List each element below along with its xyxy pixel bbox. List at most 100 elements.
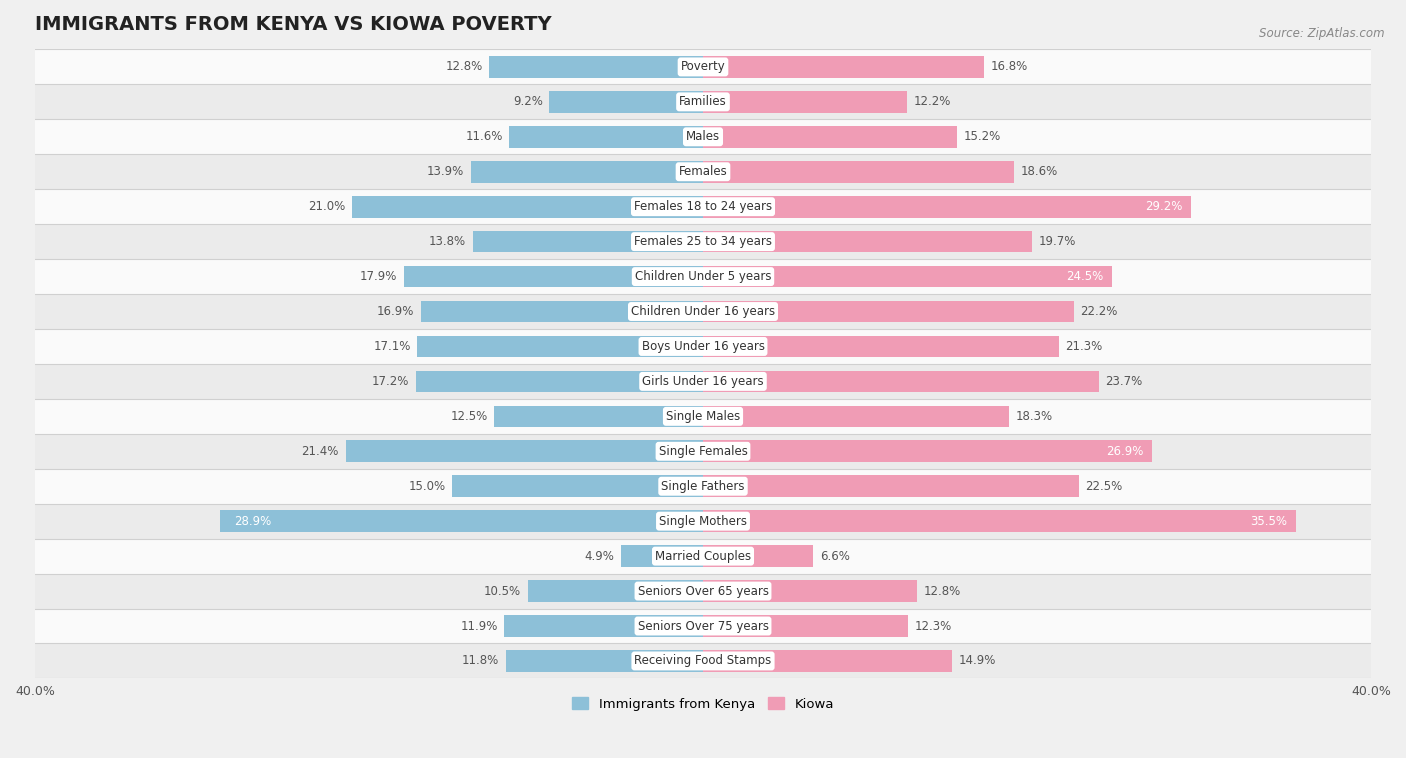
Text: 26.9%: 26.9%: [1107, 445, 1144, 458]
Text: Single Fathers: Single Fathers: [661, 480, 745, 493]
Text: Receiving Food Stamps: Receiving Food Stamps: [634, 654, 772, 668]
Text: 12.3%: 12.3%: [915, 619, 952, 632]
Bar: [471, 161, 703, 183]
Text: 18.3%: 18.3%: [1015, 410, 1053, 423]
Bar: [703, 475, 1078, 497]
Bar: [35, 539, 1371, 574]
Bar: [703, 545, 813, 567]
Bar: [489, 56, 703, 78]
Bar: [703, 615, 908, 637]
Bar: [453, 475, 703, 497]
Text: 16.9%: 16.9%: [377, 305, 413, 318]
Bar: [35, 224, 1371, 259]
Text: IMMIGRANTS FROM KENYA VS KIOWA POVERTY: IMMIGRANTS FROM KENYA VS KIOWA POVERTY: [35, 15, 551, 34]
Bar: [550, 91, 703, 113]
Bar: [505, 615, 703, 637]
Bar: [703, 230, 1032, 252]
Text: 24.5%: 24.5%: [1067, 270, 1104, 283]
Text: Females: Females: [679, 165, 727, 178]
Bar: [703, 126, 957, 148]
Text: 21.3%: 21.3%: [1066, 340, 1102, 353]
Text: 17.1%: 17.1%: [374, 340, 411, 353]
Text: 35.5%: 35.5%: [1250, 515, 1288, 528]
Text: 21.0%: 21.0%: [308, 200, 346, 213]
Bar: [495, 406, 703, 428]
Bar: [353, 196, 703, 218]
Text: 17.9%: 17.9%: [360, 270, 398, 283]
Text: 11.9%: 11.9%: [460, 619, 498, 632]
Text: Source: ZipAtlas.com: Source: ZipAtlas.com: [1260, 27, 1385, 39]
Bar: [703, 650, 952, 672]
Text: Children Under 5 years: Children Under 5 years: [634, 270, 772, 283]
Text: Boys Under 16 years: Boys Under 16 years: [641, 340, 765, 353]
Text: Children Under 16 years: Children Under 16 years: [631, 305, 775, 318]
Legend: Immigrants from Kenya, Kiowa: Immigrants from Kenya, Kiowa: [567, 692, 839, 716]
Text: 18.6%: 18.6%: [1021, 165, 1057, 178]
Bar: [703, 371, 1099, 392]
Bar: [472, 230, 703, 252]
Text: 4.9%: 4.9%: [585, 550, 614, 562]
Bar: [506, 650, 703, 672]
Bar: [35, 434, 1371, 468]
Text: 13.9%: 13.9%: [427, 165, 464, 178]
Text: 14.9%: 14.9%: [959, 654, 995, 668]
Bar: [703, 406, 1008, 428]
Text: 22.2%: 22.2%: [1080, 305, 1118, 318]
Text: 12.2%: 12.2%: [914, 96, 950, 108]
Text: 10.5%: 10.5%: [484, 584, 522, 597]
Text: Females 18 to 24 years: Females 18 to 24 years: [634, 200, 772, 213]
Bar: [527, 580, 703, 602]
Bar: [35, 84, 1371, 119]
Bar: [703, 161, 1014, 183]
Text: Girls Under 16 years: Girls Under 16 years: [643, 375, 763, 388]
Text: 16.8%: 16.8%: [990, 61, 1028, 74]
Text: 15.2%: 15.2%: [963, 130, 1001, 143]
Bar: [35, 329, 1371, 364]
Bar: [35, 644, 1371, 678]
Bar: [703, 301, 1074, 322]
Bar: [35, 190, 1371, 224]
Bar: [418, 336, 703, 357]
Text: Single Mothers: Single Mothers: [659, 515, 747, 528]
Text: 19.7%: 19.7%: [1039, 235, 1076, 248]
Bar: [35, 259, 1371, 294]
Text: 11.6%: 11.6%: [465, 130, 502, 143]
Bar: [221, 510, 703, 532]
Bar: [35, 364, 1371, 399]
Text: 6.6%: 6.6%: [820, 550, 849, 562]
Bar: [703, 91, 907, 113]
Text: Married Couples: Married Couples: [655, 550, 751, 562]
Bar: [703, 336, 1059, 357]
Bar: [703, 196, 1191, 218]
Bar: [703, 440, 1153, 462]
Bar: [35, 504, 1371, 539]
Text: 17.2%: 17.2%: [371, 375, 409, 388]
Bar: [35, 609, 1371, 644]
Text: 22.5%: 22.5%: [1085, 480, 1123, 493]
Bar: [420, 301, 703, 322]
Bar: [35, 119, 1371, 155]
Bar: [621, 545, 703, 567]
Text: Females 25 to 34 years: Females 25 to 34 years: [634, 235, 772, 248]
Bar: [404, 266, 703, 287]
Text: 12.5%: 12.5%: [450, 410, 488, 423]
Bar: [703, 580, 917, 602]
Text: Males: Males: [686, 130, 720, 143]
Text: Poverty: Poverty: [681, 61, 725, 74]
Text: 21.4%: 21.4%: [301, 445, 339, 458]
Bar: [35, 468, 1371, 504]
Text: Families: Families: [679, 96, 727, 108]
Text: Single Females: Single Females: [658, 445, 748, 458]
Bar: [416, 371, 703, 392]
Text: Seniors Over 75 years: Seniors Over 75 years: [637, 619, 769, 632]
Bar: [703, 510, 1296, 532]
Text: 11.8%: 11.8%: [463, 654, 499, 668]
Text: 12.8%: 12.8%: [924, 584, 960, 597]
Bar: [35, 155, 1371, 190]
Text: 12.8%: 12.8%: [446, 61, 482, 74]
Bar: [35, 399, 1371, 434]
Bar: [35, 294, 1371, 329]
Bar: [35, 574, 1371, 609]
Bar: [703, 266, 1112, 287]
Text: 28.9%: 28.9%: [233, 515, 271, 528]
